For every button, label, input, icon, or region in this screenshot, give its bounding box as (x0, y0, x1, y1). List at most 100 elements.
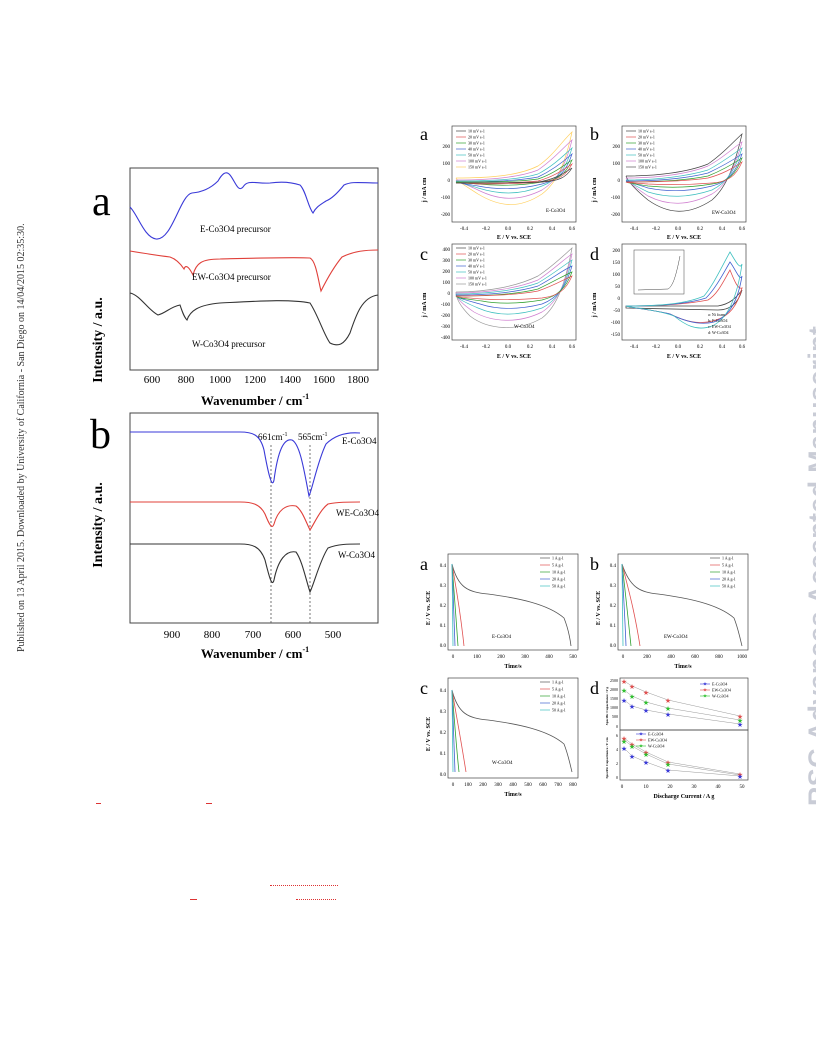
star-marker-e: ★ (629, 753, 635, 761)
gcd-x-label: Time/s (504, 792, 522, 798)
cv-trace (455, 167, 573, 184)
cv-trace (455, 162, 573, 185)
legend-entry: 10 mV s-1 (638, 129, 655, 134)
x-tick: 300 (521, 655, 529, 660)
x-tick: 500 (569, 655, 577, 660)
cv-x-label: E / V vs. SCE (497, 354, 531, 360)
ftir-curve-w (129, 292, 379, 346)
ftir-plot-frame (129, 167, 379, 371)
x-tick: 200 (643, 655, 651, 660)
y-tick: 0.1 (610, 624, 617, 629)
x-tick: 0.2 (697, 345, 704, 350)
legend-entry: 10 mV s-1 (468, 246, 485, 251)
cv-trace (455, 259, 573, 315)
cv-legend: 10 mV s-1 20 mV s-1 30 mV s-1 40 mV s-1 … (626, 129, 657, 170)
y-tick: -50 (613, 309, 620, 314)
star-marker-w: ★ (621, 687, 627, 695)
star-marker-ew: ★ (629, 741, 635, 749)
artifact-mark (190, 899, 197, 900)
star-marker-ew: ★ (737, 771, 743, 779)
y-tick: 0.1 (440, 752, 447, 757)
cv-x-ticks: -0.4 -0.2 0.0 0.2 0.4 0.6 (460, 227, 576, 232)
cv-trace (625, 251, 743, 329)
cv-y-ticks: 200 100 0 -100 -200 (611, 145, 621, 218)
legend-entry: 150 mV s-1 (468, 165, 487, 170)
ftir2-label-e: E-Co3O4 (342, 436, 377, 446)
x-tick: 0 (621, 785, 624, 790)
legend-entry: 150 mV s-1 (468, 282, 487, 287)
legend-entry: 5 A g-1 (722, 563, 734, 568)
y-tick: 1500 (610, 696, 618, 701)
y-tick: -300 (441, 325, 451, 330)
y-tick: -100 (441, 196, 451, 201)
x-tick: 500 (325, 629, 342, 641)
cv-panel-c: c j / mA cm W-Co3O4 10 mV s-1 20 mV s-1 … (420, 243, 577, 360)
ftir2-plot-frame (129, 412, 379, 624)
legend-entry: 20 A g-1 (552, 701, 566, 706)
x-tick: -0.2 (482, 227, 490, 232)
x-tick: -0.2 (482, 345, 490, 350)
legend-entry: 30 mV s-1 (638, 141, 655, 146)
x-tick: 400 (509, 783, 517, 788)
gcd-trace (621, 563, 632, 647)
ftir2-label-we: WE-Co3O4 (336, 508, 379, 518)
figure-letter: a (92, 179, 111, 225)
cv-sample-label: E-Co3O4 (546, 209, 566, 214)
panel-letter: b (590, 554, 599, 574)
x-tick: 0.0 (675, 227, 682, 232)
legend-entry: E-Co3O4 (712, 682, 727, 687)
legend-entry: 20 mV s-1 (638, 135, 655, 140)
journal-watermark: RSC Advances Accepted Manuscript (770, 250, 816, 810)
artifact-mark (96, 803, 101, 804)
x-tick: 0.0 (505, 345, 512, 350)
legend-entry: 5 A g-1 (552, 687, 564, 692)
star-marker-ew: ★ (665, 697, 671, 705)
x-tick: 100 (473, 655, 481, 660)
star-marker-w: ★ (621, 738, 627, 746)
x-tick: 500 (524, 783, 532, 788)
x-tick: 100 (464, 783, 472, 788)
y-tick: -200 (441, 314, 451, 319)
x-tick: 0.2 (697, 227, 704, 232)
legend-entry: 30 mV s-1 (468, 141, 485, 146)
y-tick: 0.0 (440, 773, 447, 778)
star-marker-w: ★ (643, 699, 649, 707)
y-tick: 100 (443, 162, 451, 167)
x-tick: 20 (668, 785, 674, 790)
gcd-d-y-label-bottom: Specific Capacitance / F cm (605, 737, 609, 778)
cv-y-label: j / mA cm (592, 293, 598, 319)
ftir-curve-ew (129, 249, 379, 293)
y-tick: 0.0 (440, 644, 447, 649)
ftir-curve-e (129, 172, 379, 240)
x-tick: -0.2 (652, 345, 660, 350)
gcd-figure: a E / V vs. SCE E-Co3O4 1 A g-1 5 A g-1 … (420, 553, 749, 800)
panel-letter: c (420, 678, 428, 698)
y-tick: 0.3 (440, 584, 447, 589)
gcd-d-y-ticks-top: 2500 2000 1500 1000 500 0 (610, 678, 618, 729)
y-tick: 0.2 (440, 604, 447, 609)
star-marker-e: ★ (643, 707, 649, 715)
gcd-d-y-ticks-bottom: 6 4 2 0 (616, 733, 618, 780)
legend-entry: 50 A g-1 (722, 584, 736, 589)
x-tick: 0.6 (569, 345, 576, 350)
cv-frame-c (451, 243, 577, 341)
y-tick: 0 (448, 292, 451, 297)
gcd-d-series-ew (623, 680, 741, 717)
ftir2-label-w: W-Co3O4 (338, 550, 375, 560)
legend-entry: 5 A g-1 (552, 563, 564, 568)
cv-x-ticks: -0.4 -0.2 0.0 0.2 0.4 0.6 (460, 345, 576, 350)
star-marker-e: ★ (737, 721, 743, 729)
legend-entry: 30 mV s-1 (468, 258, 485, 263)
cv-trace (455, 138, 573, 199)
y-tick: 100 (443, 281, 451, 286)
cv-x-ticks: -0.4 -0.2 0.0 0.2 0.4 0.6 (630, 345, 746, 350)
cv-panel-b: b j / mA cm EW-Co3O4 10 mV s-1 20 mV s-1… (590, 124, 747, 241)
y-tick: 100 (613, 273, 621, 278)
gcd-trace (451, 689, 573, 773)
cv-y-label: j / mA cm (592, 178, 598, 204)
cv-trace (625, 157, 743, 188)
legend-entry: a: Ni foam (708, 312, 726, 317)
cv-trace (455, 275, 573, 301)
y-tick: 0 (616, 775, 618, 780)
star-marker-e: ★ (643, 759, 649, 767)
